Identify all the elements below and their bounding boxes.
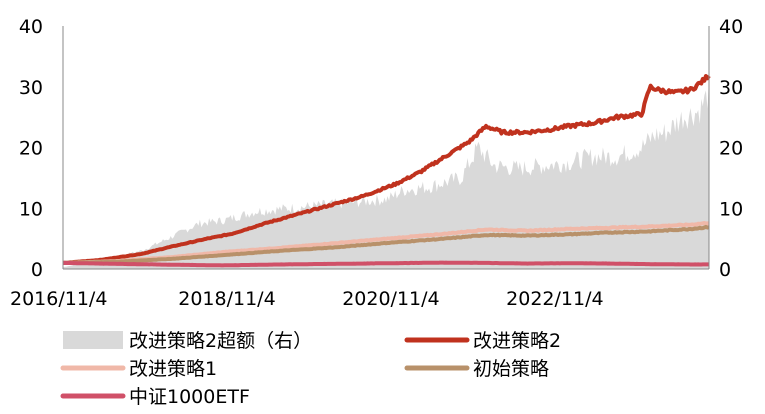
y-tick-left-3: 30 bbox=[19, 77, 43, 99]
y-tick-right-2: 20 bbox=[719, 138, 743, 160]
legend-label-2: 改进策略1 bbox=[129, 358, 217, 380]
x-tick-1: 2018/11/4 bbox=[178, 288, 275, 310]
y-tick-right-3: 30 bbox=[719, 77, 743, 99]
series-line-4 bbox=[62, 260, 710, 268]
x-tick-3: 2022/11/4 bbox=[506, 288, 603, 310]
y-tick-left-4: 40 bbox=[19, 16, 43, 38]
axis-layer: 0 0 10 10 20 20 30 30 40 40 2016/11/4 2018/11/4 2020… bbox=[10, 16, 743, 310]
legend-label-3: 初始策略 bbox=[473, 358, 549, 380]
y-tick-left-1: 10 bbox=[19, 198, 43, 220]
y-tick-left-0: 0 bbox=[31, 259, 43, 281]
series-line-3 bbox=[62, 224, 710, 265]
legend-label-0: 改进策略2超额（右） bbox=[129, 330, 312, 352]
legend-swatch-0 bbox=[63, 331, 123, 349]
y-tick-left-2: 20 bbox=[19, 138, 43, 160]
y-tick-right-1: 10 bbox=[719, 198, 743, 220]
y-tick-right-4: 40 bbox=[719, 16, 743, 38]
y-tick-right-0: 0 bbox=[719, 259, 731, 281]
x-tick-0: 2016/11/4 bbox=[10, 288, 107, 310]
x-tick-2: 2020/11/4 bbox=[342, 288, 439, 310]
line-layer bbox=[62, 74, 711, 268]
area-layer bbox=[63, 78, 709, 269]
legend-label-4: 中证1000ETF bbox=[129, 386, 250, 408]
series-line-1 bbox=[62, 74, 711, 265]
series-area-0 bbox=[63, 78, 709, 269]
legend-label-1: 改进策略2 bbox=[473, 330, 561, 352]
